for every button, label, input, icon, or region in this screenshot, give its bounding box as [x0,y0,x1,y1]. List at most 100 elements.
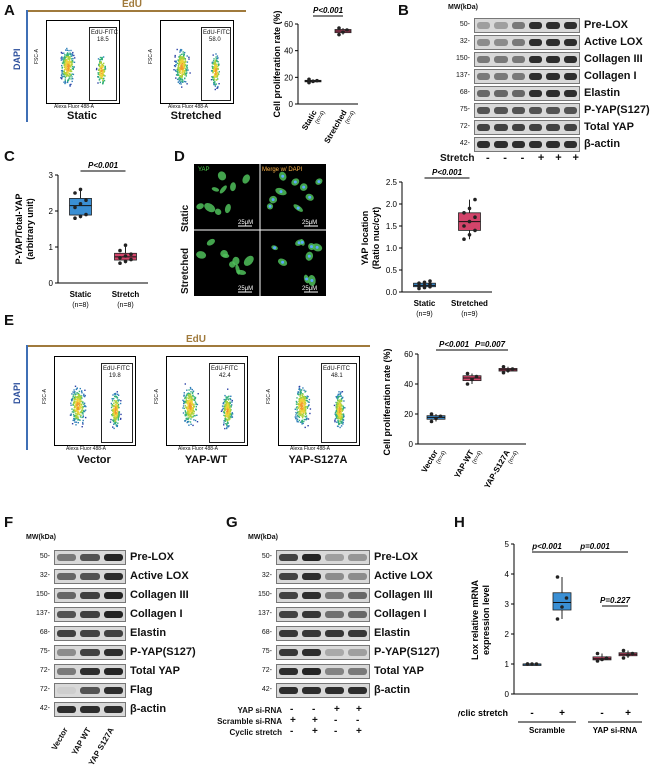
flow-event [186,55,188,57]
blot-strip [474,69,580,84]
mw-marker: 137- [455,72,470,79]
flow-event [180,58,182,61]
flow-event [79,387,81,390]
flow-event [112,394,114,396]
flow-event [76,404,78,406]
condition-sign: + [290,715,296,726]
flow-event [83,405,86,407]
flow-event [101,64,103,66]
blot-strip [276,664,370,679]
flow-event [226,413,228,415]
flow-event [182,68,184,70]
group-n: (n=8) [117,302,134,309]
flow-event [342,409,344,411]
flow-event [228,402,230,404]
flow-event [182,65,185,68]
flow-event [177,66,180,68]
y-axis-label: YAP location [360,211,370,266]
flow-event [78,401,80,403]
flow-event [63,81,65,83]
flow-event [305,405,307,408]
flow-event [78,390,81,393]
flow-event [64,82,66,85]
flow-event [115,404,117,407]
flow-event [78,402,80,405]
flow-event [341,407,343,409]
flow-event [303,396,305,398]
flow-event [229,397,231,400]
flow-event [297,414,299,417]
flow-event [81,390,83,392]
y-tick-label: 0.0 [386,288,398,297]
flow-event [98,74,101,76]
flow-event [214,83,216,86]
flow-event [77,412,79,414]
flow-event [299,412,301,414]
protein-band [80,554,100,561]
flow-event [192,404,194,407]
flow-event [214,81,216,83]
flow-event [100,76,102,78]
flow-event [103,80,106,82]
flow-event [192,408,194,410]
flow-event [190,391,192,393]
flow-event [226,422,229,424]
flow-event [77,396,80,398]
data-point [595,659,600,663]
flow-event [223,398,225,401]
protein-band [103,687,123,694]
flow-event [307,395,309,398]
flow-event [64,66,67,69]
flow-event [184,396,186,399]
protein-band [57,668,77,675]
flow-event [214,82,216,84]
flow-event [299,401,301,403]
protein-label: Elastin [374,627,411,639]
protein-label: Active LOX [584,36,643,48]
gate-box [101,363,133,443]
flow-event [299,398,301,401]
protein-band [302,592,321,599]
flow-event [231,416,234,418]
flow-event [75,398,77,401]
flow-event [71,73,73,75]
flow-event [189,72,191,74]
flow-event [69,61,71,63]
scale-bar-label: 25μM [238,220,254,226]
flow-event [99,72,102,74]
flow-event [195,403,197,406]
protein-band [348,573,367,580]
y-tick-label: 2 [505,630,510,639]
flow-event [225,413,227,415]
flow-event [344,407,346,409]
cell [196,251,207,259]
flow-event [225,415,228,417]
flow-event [79,405,81,408]
flow-event [222,402,225,405]
flow-event [77,416,79,418]
flow-event [338,420,341,422]
flow-event [118,399,120,401]
flow-event [74,400,76,403]
flow-event [180,68,182,71]
flow-event [308,398,311,401]
flow-event [119,418,122,420]
gate-value: 18.5 [97,37,109,43]
protein-band [477,39,491,46]
flow-event [226,409,228,411]
flow-event [187,415,189,417]
y-tick-label: 60 [404,350,413,359]
flow-event [99,64,101,66]
flow-event [212,75,215,78]
protein-band [279,630,298,637]
flow-event [339,395,342,397]
flow-event [339,411,341,413]
data-point [474,374,479,379]
flow-event [304,404,306,406]
flow-event [78,413,80,415]
data-point [78,202,83,206]
flow-event [72,419,74,422]
cell [236,269,247,275]
flow-event [298,413,300,415]
